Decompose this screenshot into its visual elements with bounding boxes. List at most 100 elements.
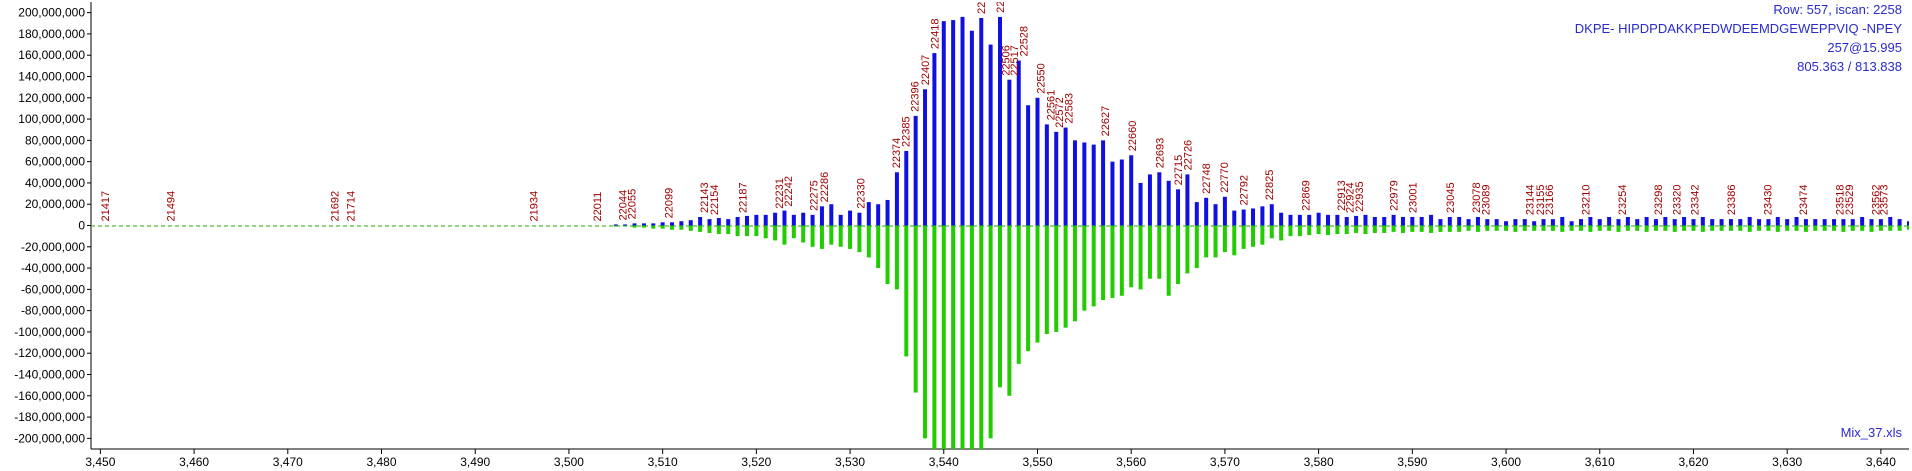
stick	[1016, 60, 1021, 226]
stick	[876, 204, 881, 226]
peak-label: 22374	[891, 138, 903, 169]
stick	[660, 222, 665, 226]
stick	[1335, 225, 1340, 235]
peak-label: 22187	[737, 182, 749, 213]
stick	[1766, 225, 1771, 231]
stick	[641, 225, 646, 228]
y-tick-label: 80,000,000	[25, 133, 85, 147]
stick	[773, 225, 778, 241]
peak-label: 22286	[819, 172, 831, 203]
stick	[1532, 225, 1537, 231]
stick	[941, 21, 946, 226]
stick	[1485, 225, 1490, 231]
stick	[1297, 225, 1302, 237]
stick	[1185, 174, 1190, 226]
stick	[1691, 225, 1696, 231]
y-tick-label: -160,000,000	[14, 389, 85, 403]
stick	[1728, 219, 1733, 226]
stick	[1672, 225, 1677, 232]
stick	[1063, 225, 1068, 328]
stick	[1213, 204, 1218, 226]
x-tick-label: 3,480	[366, 455, 396, 469]
peak-label: 22418	[929, 18, 941, 49]
stick	[1410, 216, 1415, 226]
stick	[1297, 214, 1302, 226]
stick	[1907, 221, 1909, 226]
stick	[1485, 219, 1490, 226]
stick	[1026, 105, 1031, 226]
stick	[1663, 216, 1668, 226]
stick	[679, 221, 684, 226]
stick	[1644, 225, 1649, 232]
stick	[1616, 225, 1621, 232]
stick	[754, 214, 759, 226]
stick	[819, 206, 824, 226]
stick	[1035, 225, 1040, 343]
peak-label: 23078	[1471, 182, 1483, 213]
peak-label: 23298	[1653, 185, 1665, 216]
stick	[707, 225, 712, 233]
stick	[1682, 216, 1687, 226]
stick	[1147, 174, 1152, 226]
peak-label: 23254	[1617, 185, 1629, 216]
peak-label: 22869	[1300, 180, 1312, 211]
stick	[1316, 212, 1321, 226]
stick	[698, 216, 703, 226]
stick	[1044, 225, 1049, 335]
x-tick-label: 3,640	[1866, 455, 1896, 469]
stick	[632, 225, 637, 228]
stick	[1138, 225, 1143, 290]
stick	[1344, 225, 1349, 235]
stick	[1194, 225, 1199, 269]
y-tick-label: -200,000,000	[14, 431, 85, 445]
y-tick-label: 100,000,000	[18, 112, 85, 126]
peak-label: 23573	[1879, 185, 1891, 216]
stick	[801, 225, 806, 243]
stick	[1185, 225, 1190, 274]
peak-label: 23001	[1407, 182, 1419, 213]
stick	[1803, 219, 1808, 226]
peak-label: 23155	[1535, 185, 1547, 216]
peak-label: 23045	[1445, 182, 1457, 213]
stick	[1850, 225, 1855, 231]
y-tick-label: 60,000,000	[25, 155, 85, 169]
stick	[1757, 225, 1762, 231]
peak-label: 22385	[900, 116, 912, 147]
stick	[1101, 225, 1106, 300]
stick	[1888, 225, 1893, 231]
stick	[1400, 216, 1405, 226]
stick	[1354, 225, 1359, 233]
stick	[1869, 225, 1874, 232]
stick	[1841, 219, 1846, 226]
stick	[670, 222, 675, 226]
stick	[1803, 225, 1808, 232]
x-tick-label: 3,460	[179, 455, 209, 469]
peak-label: 22583	[1063, 93, 1075, 124]
stick	[1775, 225, 1780, 232]
x-tick-label: 3,450	[85, 455, 115, 469]
plot-area: 21417 21494 21692 21714 21934 22011 2204422055…	[100, 2, 1909, 449]
stick	[1457, 225, 1462, 232]
stick	[1054, 131, 1059, 226]
peak-label: 22242	[783, 176, 795, 207]
stick	[1438, 219, 1443, 226]
stick	[998, 16, 1002, 226]
stick	[1419, 216, 1424, 226]
peak-label: 22924	[1345, 182, 1357, 213]
y-tick-label: -60,000,000	[21, 282, 85, 296]
stick	[1279, 225, 1284, 241]
stick	[1288, 225, 1293, 237]
stick	[1082, 225, 1087, 311]
stick	[1110, 225, 1115, 298]
stick	[1232, 225, 1237, 256]
stick	[1119, 159, 1124, 226]
stick	[1841, 225, 1846, 232]
stick	[1691, 219, 1696, 226]
stick	[1569, 225, 1574, 231]
stick	[960, 16, 965, 226]
stick	[1850, 219, 1855, 226]
stick	[1176, 189, 1181, 226]
y-tick-label: -40,000,000	[21, 261, 85, 275]
stick	[1644, 216, 1649, 226]
